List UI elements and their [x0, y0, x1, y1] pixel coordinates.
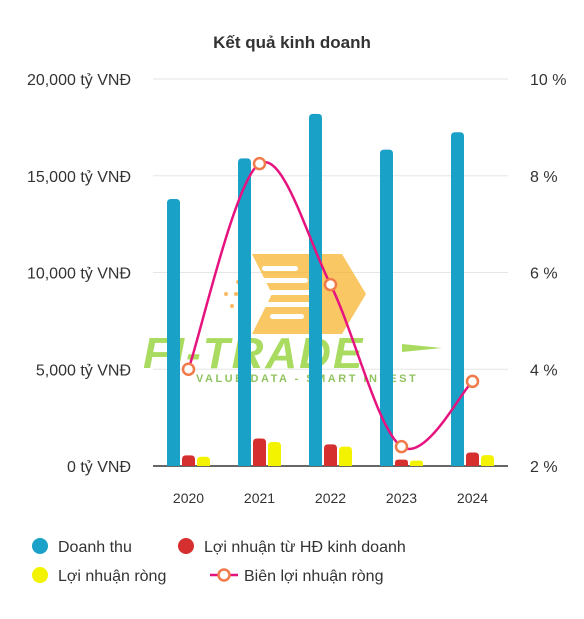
line-point: [181, 362, 196, 376]
bar: [268, 442, 281, 466]
x-tick-label: 2021: [244, 490, 275, 506]
bars: [167, 113, 494, 466]
left-tick-label: 10,000 tỷ VNĐ: [27, 266, 131, 283]
right-tick-label: 4 %: [530, 362, 558, 379]
line-point: [252, 156, 267, 171]
x-axis-ticks: 2020 2021 2022 2023 2024: [173, 490, 488, 506]
bar: [451, 132, 464, 466]
bar: [410, 460, 423, 466]
right-tick-label: 8 %: [530, 169, 558, 186]
x-tick-label: 2022: [315, 490, 346, 506]
legend-marker: [217, 568, 231, 582]
legend-swatch: [178, 538, 194, 554]
bar: [182, 455, 195, 466]
left-tick-label: 5,000 tỷ VNĐ: [36, 362, 131, 379]
right-tick-label: 2 %: [530, 459, 558, 476]
bar: [339, 446, 352, 466]
bar: [481, 455, 494, 466]
legend: Doanh thu Lợi nhuận từ HĐ kinh doanh Lợi n…: [32, 538, 406, 585]
right-tick-label: 6 %: [530, 266, 558, 283]
bar: [197, 456, 210, 466]
line-point: [394, 439, 409, 454]
left-tick-label: 15,000 tỷ VNĐ: [27, 169, 131, 186]
legend-label[interactable]: Lợi nhuận từ HĐ kinh doanh: [204, 539, 406, 556]
bar: [309, 113, 322, 466]
legend-swatch: [32, 538, 48, 554]
bar: [395, 459, 408, 466]
left-axis-ticks: 0 tỷ VNĐ 5,000 tỷ VNĐ 10,000 tỷ VNĐ 15,000 …: [27, 72, 131, 476]
legend-label[interactable]: Doanh thu: [58, 539, 132, 556]
bar: [466, 452, 479, 466]
margin-line: [181, 156, 480, 454]
bar: [324, 444, 337, 466]
x-tick-label: 2024: [457, 490, 488, 506]
x-tick-label: 2023: [386, 490, 417, 506]
legend-label[interactable]: Biên lợi nhuận ròng: [244, 568, 383, 585]
bar: [380, 149, 393, 466]
left-tick-label: 20,000 tỷ VNĐ: [27, 72, 131, 89]
chart-title: Kết quả kinh doanh: [213, 33, 371, 52]
line-point: [323, 277, 338, 292]
right-tick-label: 10 %: [530, 72, 566, 89]
bar: [253, 438, 266, 466]
right-axis-ticks: 2 % 4 % 6 % 8 % 10 %: [530, 72, 566, 476]
legend-label[interactable]: Lợi nhuận ròng: [58, 568, 166, 585]
left-tick-label: 0 tỷ VNĐ: [67, 459, 131, 476]
line-point: [465, 374, 480, 389]
x-tick-label: 2020: [173, 490, 204, 506]
legend-swatch: [32, 567, 48, 583]
bar: [167, 198, 180, 466]
bar: [238, 158, 251, 466]
